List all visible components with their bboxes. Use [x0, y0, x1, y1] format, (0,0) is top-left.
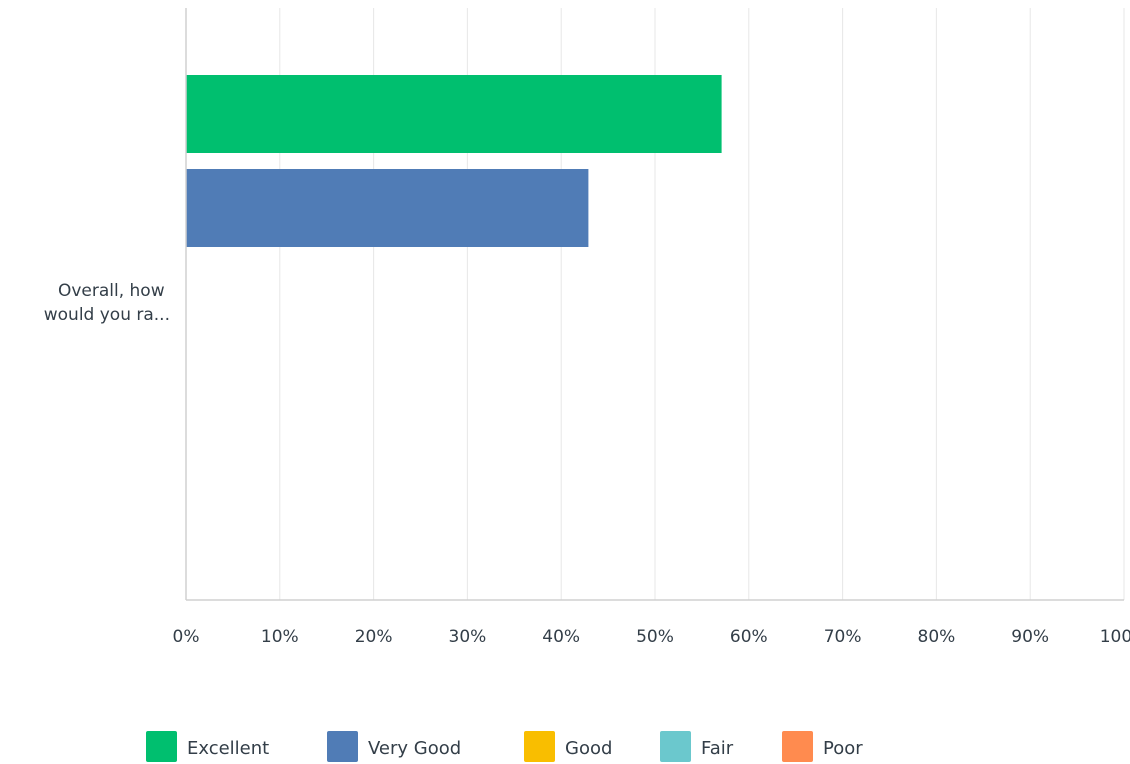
legend-label: Excellent: [187, 738, 269, 759]
legend-item-very-good[interactable]: Very Good: [327, 731, 461, 762]
bars: [186, 75, 722, 247]
x-tick-label: 60%: [730, 627, 768, 647]
x-tick-label: 80%: [918, 627, 956, 647]
legend-label: Good: [565, 738, 612, 759]
legend-item-fair[interactable]: Fair: [660, 731, 734, 762]
x-tick-label: 90%: [1011, 627, 1049, 647]
legend-label: Very Good: [368, 738, 461, 759]
x-tick-label: 0%: [173, 627, 200, 647]
legend-swatch: [660, 731, 691, 762]
x-tick-label: 10%: [261, 627, 299, 647]
x-tick-label: 40%: [542, 627, 580, 647]
legend-swatch: [146, 731, 177, 762]
legend: Excellent Very Good Good Fair Poor: [146, 731, 863, 762]
x-tick-label: 30%: [449, 627, 487, 647]
legend-item-excellent[interactable]: Excellent: [146, 731, 269, 762]
legend-label: Fair: [701, 738, 734, 759]
legend-swatch: [782, 731, 813, 762]
x-tick-label: 20%: [355, 627, 393, 647]
category-label-line-1: Overall, how: [58, 281, 165, 301]
legend-item-good[interactable]: Good: [524, 731, 612, 762]
bar-very-good[interactable]: [186, 169, 589, 247]
bar-excellent[interactable]: [186, 75, 722, 153]
legend-label: Poor: [823, 738, 863, 759]
category-label-line-2: would you ra...: [44, 305, 170, 325]
legend-swatch: [524, 731, 555, 762]
x-tick-label: 70%: [824, 627, 862, 647]
category-label: Overall, how would you ra...: [44, 281, 170, 325]
x-tick-label: 100%: [1100, 627, 1130, 647]
legend-item-poor[interactable]: Poor: [782, 731, 863, 762]
x-tick-labels: 0% 10% 20% 30% 40% 50% 60% 70% 80% 90% 100%: [173, 627, 1130, 647]
legend-swatch: [327, 731, 358, 762]
x-tick-label: 50%: [636, 627, 674, 647]
